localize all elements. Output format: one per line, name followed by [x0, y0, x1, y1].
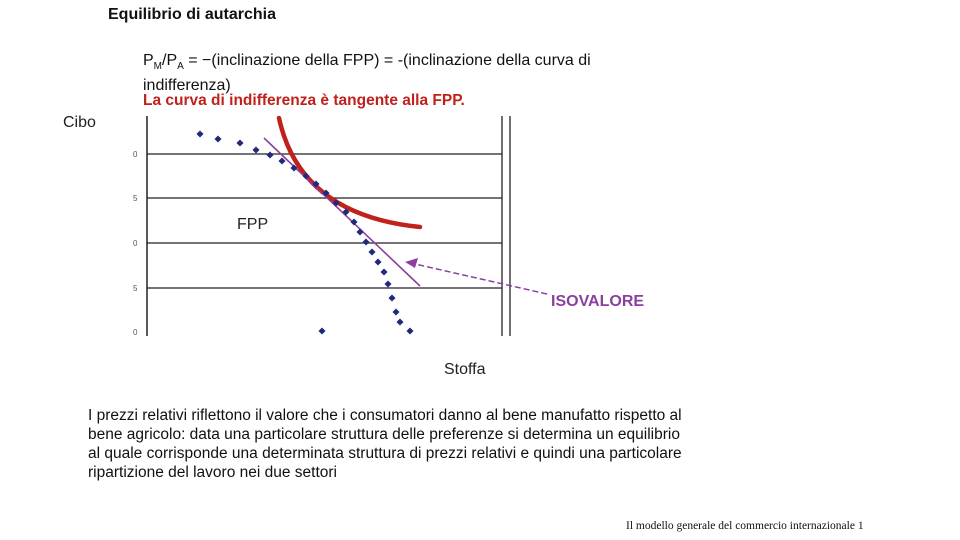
horizontal-gridlines — [147, 153, 502, 289]
fpp-point — [356, 228, 364, 236]
formula-rest: = −(inclinazione della FPP) = -(inclinaz… — [143, 52, 591, 95]
fpp-point — [278, 157, 286, 165]
formula-sub-m: M — [153, 61, 163, 73]
formula-slash: /P — [162, 52, 178, 69]
y-tick-label: 0 — [133, 328, 138, 337]
isovalore-line — [263, 137, 421, 287]
fpp-point — [236, 139, 244, 147]
fpp-point — [332, 199, 340, 207]
fpp-point — [214, 135, 222, 143]
y-tick-label: 5 — [133, 284, 138, 293]
fpp-point — [406, 327, 414, 335]
slide-footer: Il modello generale del commercio intern… — [626, 520, 864, 532]
fpp-point — [342, 208, 350, 216]
fpp-point — [384, 280, 392, 288]
fpp-point — [302, 172, 310, 180]
y-tick-label: 0 — [133, 239, 138, 248]
y-tick-label: 0 — [133, 150, 138, 159]
x-axis-label: Stoffa — [444, 361, 486, 378]
isovalore-arrow — [414, 263, 548, 295]
relative-price-formula: PM/PA = −(inclinazione della FPP) = -(in… — [143, 51, 663, 95]
fpp-point — [266, 151, 274, 159]
explanation-paragraph: I prezzi relativi riflettono il valore c… — [88, 407, 682, 481]
fpp-points — [196, 130, 414, 335]
slide-title: Equilibrio di autarchia — [108, 6, 277, 23]
y-tick-label: 5 — [133, 194, 138, 203]
isovalore-label: ISOVALORE — [551, 293, 645, 310]
fpp-point — [312, 180, 320, 188]
fpp-point — [396, 318, 404, 326]
fpp-point — [388, 294, 396, 302]
fpp-point — [318, 327, 326, 335]
fpp-point — [350, 218, 358, 226]
fpp-point — [380, 268, 388, 276]
fpp-point — [196, 130, 204, 138]
formula-p: P — [143, 52, 154, 69]
y-axis-label: Cibo — [63, 114, 96, 131]
fpp-point — [290, 164, 298, 172]
fpp-label: FPP — [237, 216, 269, 233]
fpp-point — [362, 238, 370, 246]
formula-sub-a: A — [177, 61, 184, 73]
fpp-point — [368, 248, 376, 256]
fpp-point — [322, 189, 330, 197]
y-tick-labels: 0 5 0 5 0 — [133, 150, 138, 337]
fpp-point — [374, 258, 382, 266]
fpp-point — [392, 308, 400, 316]
fpp-point — [252, 146, 260, 154]
tangency-note: La curva di indifferenza è tangente alla… — [143, 92, 465, 109]
isovalore-arrowhead — [405, 258, 418, 268]
